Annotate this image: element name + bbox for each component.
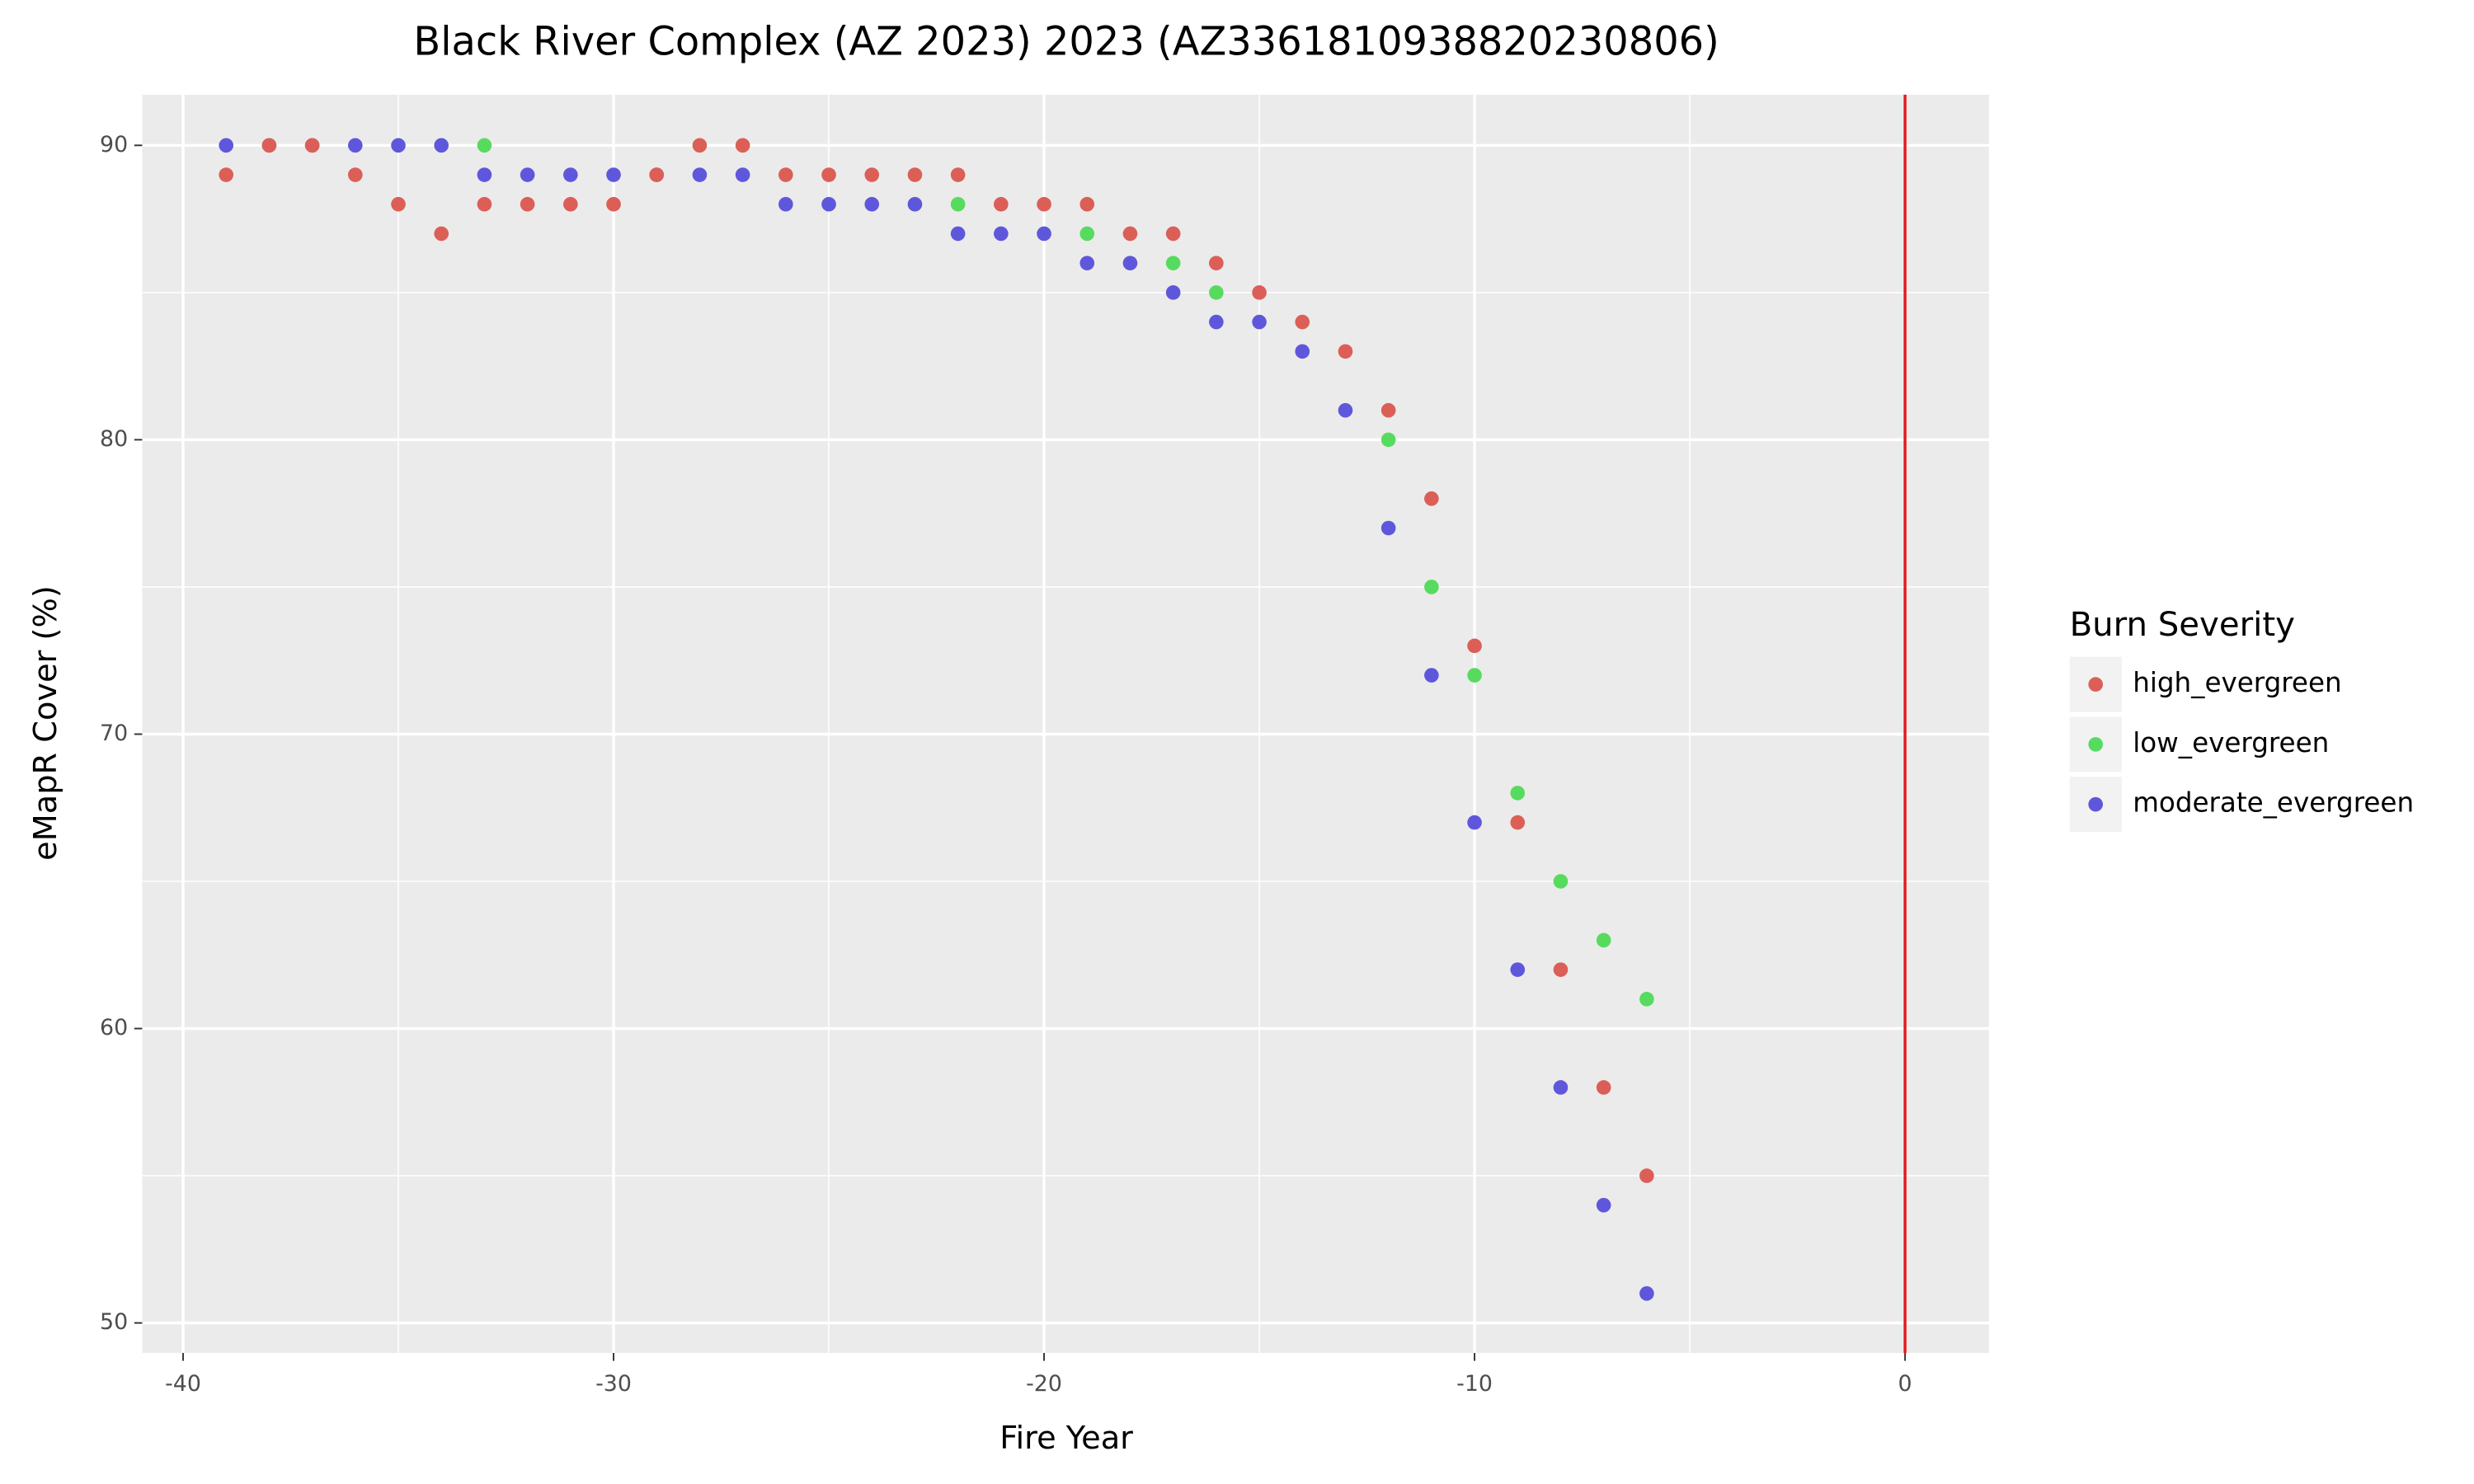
legend-label: low_evergreen: [2133, 727, 2329, 758]
data-point: [1510, 815, 1526, 830]
data-point: [1122, 226, 1138, 242]
data-point: [1165, 256, 1181, 270]
data-point: [1467, 668, 1482, 683]
data-point: [1295, 344, 1310, 359]
data-point: [692, 167, 708, 182]
legend-marker: [2088, 737, 2103, 752]
data-point: [1209, 314, 1224, 330]
data-point: [261, 138, 277, 153]
data-point: [1596, 1080, 1611, 1095]
data-point: [1380, 432, 1396, 448]
data-point: [1639, 1286, 1654, 1301]
data-point: [1252, 285, 1267, 300]
data-point: [950, 167, 966, 182]
data-point: [1037, 226, 1051, 242]
data-point: [950, 196, 966, 212]
x-tick-label: -20: [1026, 1371, 1062, 1397]
data-point: [864, 167, 880, 182]
data-point: [563, 196, 578, 212]
data-point: [1639, 1168, 1654, 1183]
data-point: [219, 167, 234, 182]
data-point: [1252, 314, 1267, 330]
y-tick-label: 80: [100, 426, 128, 452]
y-axis-title: eMapR Cover (%): [27, 585, 64, 861]
data-point: [907, 196, 923, 212]
data-point: [1037, 196, 1051, 212]
data-point: [821, 167, 836, 182]
data-point: [735, 138, 750, 153]
data-point: [864, 196, 880, 212]
data-point: [477, 138, 492, 153]
data-point: [735, 167, 750, 182]
data-point: [1380, 402, 1396, 418]
legend-marker: [2088, 677, 2103, 692]
data-point: [1424, 491, 1439, 506]
chart-title: Black River Complex (AZ 2023) 2023 (AZ33…: [413, 20, 1719, 65]
data-point: [606, 196, 621, 212]
data-point: [1596, 1198, 1611, 1213]
data-point: [1553, 962, 1569, 977]
data-point: [1338, 344, 1353, 359]
data-point: [1295, 314, 1310, 330]
data-point: [1467, 638, 1482, 654]
data-point: [391, 196, 406, 212]
x-axis-title: Fire Year: [999, 1420, 1133, 1457]
data-point: [563, 167, 578, 182]
y-tick-label: 70: [100, 721, 128, 746]
data-point: [1209, 256, 1224, 270]
data-point: [907, 167, 923, 182]
data-point: [1467, 815, 1482, 830]
plot-panel: [142, 94, 1989, 1354]
x-tick-label: 0: [1898, 1371, 1912, 1397]
data-point: [348, 167, 363, 182]
data-point: [1639, 992, 1654, 1007]
data-point: [1079, 196, 1095, 212]
data-point: [821, 196, 836, 212]
data-point: [950, 226, 966, 242]
data-point: [1596, 932, 1611, 948]
data-point: [1424, 668, 1439, 683]
data-point: [778, 167, 793, 182]
data-point: [520, 196, 535, 212]
x-tick-label: -40: [165, 1371, 201, 1397]
data-point: [778, 196, 793, 212]
data-point: [520, 167, 535, 182]
y-tick-label: 60: [100, 1015, 128, 1040]
data-point: [1079, 226, 1095, 242]
data-point: [1165, 285, 1181, 300]
data-point: [219, 138, 234, 153]
data-point: [1424, 580, 1439, 594]
legend-label: high_evergreen: [2133, 667, 2341, 698]
data-point: [391, 138, 406, 153]
x-tick-label: -30: [595, 1371, 632, 1397]
data-point: [304, 138, 320, 153]
data-point: [1338, 402, 1353, 418]
x-tick-label: -10: [1456, 1371, 1493, 1397]
y-tick-label: 50: [100, 1309, 128, 1335]
y-tick-label: 90: [100, 132, 128, 157]
data-point: [994, 226, 1009, 242]
data-point: [649, 167, 665, 182]
data-point: [1553, 1080, 1569, 1095]
legend-marker: [2088, 796, 2103, 812]
data-point: [1553, 874, 1569, 889]
data-point: [1165, 226, 1181, 242]
data-point: [692, 138, 708, 153]
data-point: [1510, 786, 1526, 801]
data-point: [477, 167, 492, 182]
data-point: [348, 138, 363, 153]
data-point: [1209, 285, 1224, 300]
data-point: [1079, 256, 1095, 270]
data-point: [994, 196, 1009, 212]
data-point: [606, 167, 621, 182]
data-point: [1510, 962, 1526, 977]
data-point: [477, 196, 492, 212]
data-point: [1380, 520, 1396, 536]
data-point: [1122, 256, 1138, 270]
legend-title: Burn Severity: [2070, 606, 2295, 644]
legend-label: moderate_evergreen: [2133, 787, 2414, 819]
data-point: [434, 138, 449, 153]
data-point: [434, 226, 449, 242]
